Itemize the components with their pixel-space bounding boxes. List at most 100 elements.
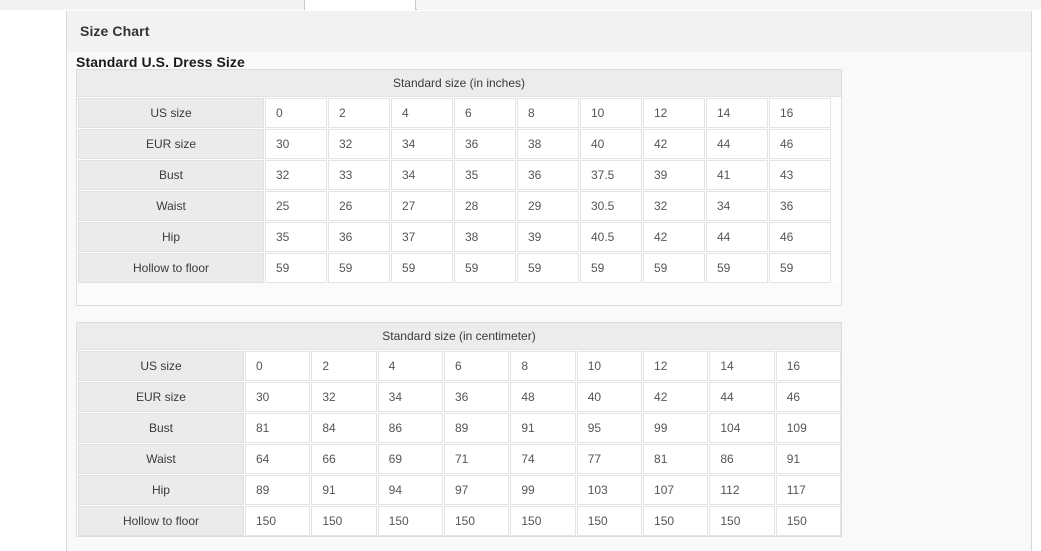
table-cell: 10	[576, 351, 643, 381]
table-cell: 150	[377, 506, 443, 536]
table-row: Waist 25 26 27 28 29 30.5 32 34 36	[77, 190, 841, 221]
page-title: Size Chart	[80, 23, 150, 39]
table-cell: 39	[517, 222, 579, 252]
table-caption: Standard size (in inches)	[392, 76, 526, 90]
size-table-inches-body: US size 0 2 4 6 8 10 12 14 16 EUR size 30 32 34 36 38 40…	[77, 97, 841, 305]
table-cell: 103	[576, 475, 643, 505]
table-cell: 150	[643, 506, 709, 536]
table-caption: Standard size (in centimeter)	[382, 329, 536, 343]
table-cell: 38	[454, 222, 516, 252]
table-cell: 89	[444, 413, 510, 443]
table-cell: 10	[580, 98, 642, 128]
table-cell: 64	[244, 444, 311, 474]
browser-tab-active[interactable]	[304, 0, 416, 10]
table-cell: 40	[576, 382, 643, 412]
row-label: Hip	[78, 222, 264, 252]
table-cell: 84	[311, 413, 377, 443]
table-cell: 46	[775, 382, 842, 412]
table-cell: 34	[706, 191, 768, 221]
table-row: EUR size 30 32 34 36 48 40 42 44 46	[77, 381, 842, 412]
row-label: Waist	[78, 444, 244, 474]
table-cell: 59	[580, 253, 642, 283]
table-caption-row: Standard size (in inches)	[77, 70, 841, 97]
table-cell: 97	[444, 475, 510, 505]
table-cell: 33	[328, 160, 390, 190]
tab-strip-left-filler	[0, 0, 304, 10]
table-cell: 104	[709, 413, 775, 443]
table-cell: 59	[706, 253, 768, 283]
table-cell: 12	[643, 351, 709, 381]
row-label: US size	[78, 98, 264, 128]
table-cell: 99	[510, 475, 576, 505]
table-cell: 28	[454, 191, 516, 221]
table-cell: 25	[265, 191, 327, 221]
row-label: Hollow to floor	[78, 506, 244, 536]
table-cell: 8	[517, 98, 579, 128]
table-cell: 4	[391, 98, 453, 128]
table-cell: 30	[265, 129, 327, 159]
table-cell: 0	[265, 98, 327, 128]
table-cell: 14	[706, 98, 768, 128]
table-row: Hip 35 36 37 38 39 40.5 42 44 46	[77, 221, 841, 252]
table-cell: 6	[454, 98, 516, 128]
table-cell: 37	[391, 222, 453, 252]
table-cell: 35	[265, 222, 327, 252]
table-row: Hip 89 91 94 97 99 103 107 112 117	[77, 474, 842, 505]
size-table-centimeter: Standard size (in centimeter) US size 0 2 4…	[76, 322, 842, 537]
table-cell: 40.5	[580, 222, 642, 252]
panel-body: Standard U.S. Dress Size Standard size (…	[67, 52, 1031, 551]
table-cell: 44	[706, 129, 768, 159]
table-cell: 150	[244, 506, 311, 536]
table-cell: 59	[769, 253, 831, 283]
table-row: Bust 32 33 34 35 36 37.5 39 41 43	[77, 159, 841, 190]
table-cell: 41	[706, 160, 768, 190]
table-cell: 81	[244, 413, 311, 443]
table-cell: 36	[769, 191, 831, 221]
table-cell: 32	[265, 160, 327, 190]
table-cell: 91	[311, 475, 377, 505]
table-cell: 109	[775, 413, 842, 443]
table-cell: 46	[769, 129, 831, 159]
table-cell: 46	[769, 222, 831, 252]
table-row: Hollow to floor 150 150 150 150 150 150 150 150 1…	[77, 505, 842, 536]
table-cell: 150	[510, 506, 576, 536]
table-cell: 4	[377, 351, 443, 381]
table-cell: 59	[391, 253, 453, 283]
table-cell: 6	[444, 351, 510, 381]
table-cell: 36	[517, 160, 579, 190]
row-label: Hip	[78, 475, 244, 505]
table-cell: 89	[244, 475, 311, 505]
page-root: Size Chart Standard U.S. Dress Size Stan…	[0, 11, 1041, 551]
table-cell: 32	[311, 382, 377, 412]
table-row: Waist 64 66 69 71 74 77 81 86 91	[77, 443, 842, 474]
table-cell: 16	[775, 351, 842, 381]
size-chart-panel: Size Chart Standard U.S. Dress Size Stan…	[66, 11, 1032, 551]
table-cell: 59	[265, 253, 327, 283]
section-heading-standard-us-dress-size: Standard U.S. Dress Size	[76, 54, 245, 70]
table-cell: 59	[517, 253, 579, 283]
table-row: US size 0 2 4 6 8 10 12 14 16	[77, 97, 841, 128]
table-cell: 81	[643, 444, 709, 474]
table-cell: 77	[576, 444, 643, 474]
table-cell: 69	[377, 444, 443, 474]
table-cell: 117	[775, 475, 842, 505]
table-cell: 39	[643, 160, 705, 190]
table-cell: 35	[454, 160, 516, 190]
table-cell: 107	[643, 475, 709, 505]
table-cell: 34	[377, 382, 443, 412]
table-cell: 150	[444, 506, 510, 536]
table-cell: 150	[311, 506, 377, 536]
table-cell: 91	[775, 444, 842, 474]
table-cell: 36	[328, 222, 390, 252]
table-cell: 42	[643, 129, 705, 159]
table-cell: 74	[510, 444, 576, 474]
table-cell: 42	[643, 222, 705, 252]
table-cell: 27	[391, 191, 453, 221]
table-cell: 32	[328, 129, 390, 159]
table-cell: 95	[576, 413, 643, 443]
table-cell: 34	[391, 160, 453, 190]
table-row: US size 0 2 4 6 8 10 12 14 16	[77, 350, 842, 381]
table-cell: 29	[517, 191, 579, 221]
tab-strip-right-filler	[417, 0, 1041, 10]
table-cell: 2	[311, 351, 377, 381]
